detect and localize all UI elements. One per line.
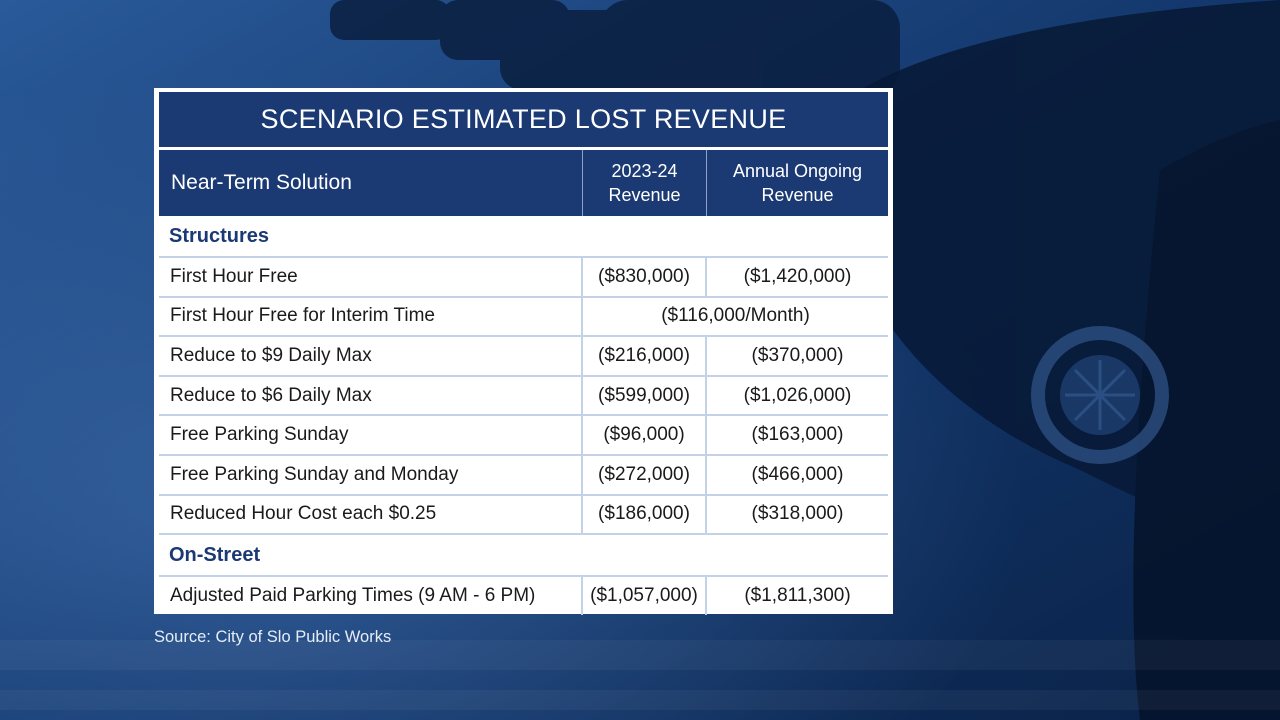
header-near-term-solution: Near-Term Solution [159,150,583,216]
row-2023-24-value: ($186,000) [583,495,707,534]
header-annual-line1: Annual Ongoing [732,161,863,181]
row-2023-24-value: ($830,000) [583,258,707,296]
row-label: Reduce to $9 Daily Max [159,337,583,375]
header-annual-line2: Revenue [761,185,834,205]
table-row: Adjusted Paid Parking Times (9 AM - 6 PM… [159,577,888,615]
row-2023-24-value: ($599,000) [583,376,707,415]
row-spanning-value: ($116,000/Month) [661,305,810,327]
source-caption: Source: City of Slo Public Works [154,628,392,646]
header-2023-24-line2: Revenue [608,185,681,205]
row-annual-value: ($466,000) [751,463,844,485]
table-row: First Hour Free for Interim Time ($116,0… [159,297,888,338]
row-label: Free Parking Sunday and Monday [159,455,583,494]
table-row: Reduce to $6 Daily Max ($599,000) ($1,02… [159,376,888,417]
table-row: Reduced Hour Cost each $0.25 ($186,000) … [159,495,888,536]
table-row: Reduce to $9 Daily Max ($216,000) ($370,… [159,337,888,377]
row-annual-value: ($1,026,000) [743,384,852,406]
table-row: Free Parking Sunday and Monday ($272,000… [159,455,888,496]
section-on-street: On-Street [159,535,888,578]
revenue-table-panel: SCENARIO ESTIMATED LOST REVENUE Near-Ter… [154,88,893,615]
row-label: First Hour Free for Interim Time [159,297,583,336]
table-row: Free Parking Sunday ($96,000) ($163,000) [159,416,888,456]
row-label: Reduce to $6 Daily Max [159,376,583,415]
row-2023-24-value: ($1,057,000) [583,577,707,615]
row-2023-24-value: ($216,000) [583,337,707,375]
row-label: Reduced Hour Cost each $0.25 [159,495,583,534]
row-annual-value: ($1,811,300) [744,584,851,606]
row-annual-value: ($163,000) [751,424,844,446]
table-row: First Hour Free ($830,000) ($1,420,000) [159,258,888,298]
table-title: SCENARIO ESTIMATED LOST REVENUE [159,92,888,147]
row-2023-24-value: ($96,000) [583,416,707,454]
section-structures: Structures [159,216,888,258]
row-annual-value: ($318,000) [751,503,844,525]
table-header-row: Near-Term Solution 2023-24 Revenue Annua… [159,150,888,216]
row-annual-value: ($370,000) [751,344,844,366]
header-2023-24-line1: 2023-24 [611,161,678,181]
header-2023-24-revenue: 2023-24 Revenue [583,150,707,216]
row-label: Free Parking Sunday [159,416,583,454]
row-label: Adjusted Paid Parking Times (9 AM - 6 PM… [159,577,583,615]
header-annual-ongoing-revenue: Annual Ongoing Revenue [707,150,888,216]
row-annual-value: ($1,420,000) [743,265,852,287]
row-2023-24-value: ($272,000) [583,455,707,494]
row-label: First Hour Free [159,258,583,296]
